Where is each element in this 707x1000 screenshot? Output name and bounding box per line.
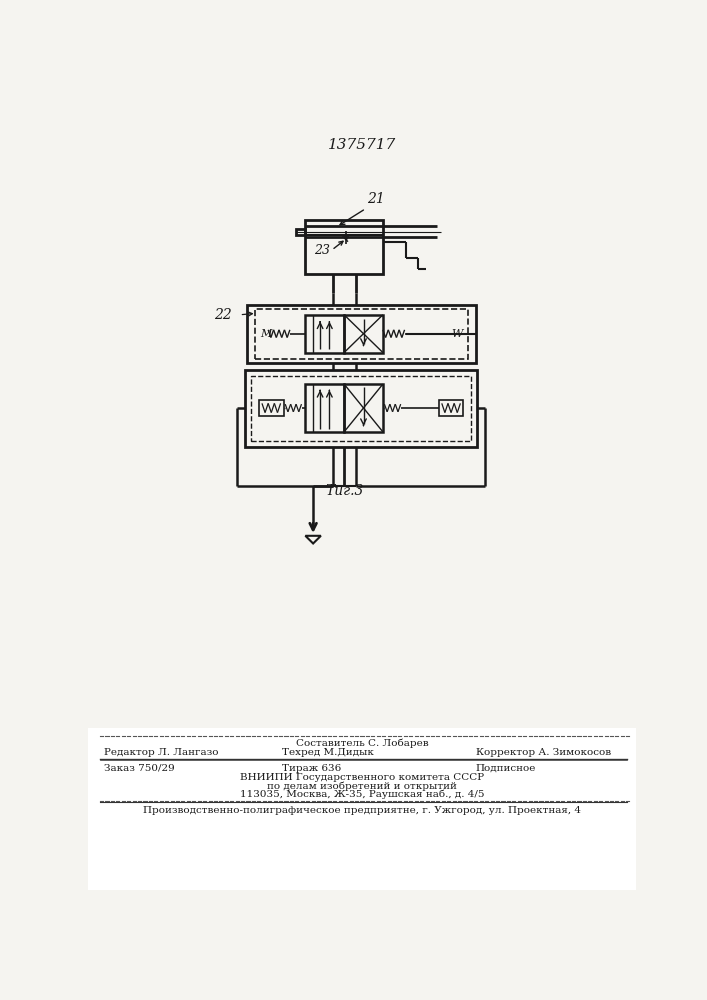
Text: Составитель С. Лобарев: Составитель С. Лобарев bbox=[296, 739, 428, 748]
Text: Корректор А. Зимокосов: Корректор А. Зимокосов bbox=[476, 748, 611, 757]
Bar bbox=[88, 728, 636, 890]
Text: W: W bbox=[451, 329, 462, 339]
Text: Тираж 636: Тираж 636 bbox=[282, 764, 341, 773]
Bar bbox=[245, 370, 477, 447]
Text: 1375717: 1375717 bbox=[328, 138, 396, 152]
Text: Заказ 750/29: Заказ 750/29 bbox=[104, 764, 175, 773]
Text: 22: 22 bbox=[214, 308, 232, 322]
Bar bbox=[305, 220, 383, 274]
Bar bbox=[251, 376, 472, 441]
Bar bbox=[438, 400, 464, 416]
Bar bbox=[305, 384, 344, 432]
Text: Подписное: Подписное bbox=[476, 764, 536, 773]
Bar bbox=[344, 315, 383, 353]
Text: 23: 23 bbox=[314, 244, 330, 257]
Text: 113035, Москва, Ж-35, Раушская наб., д. 4/5: 113035, Москва, Ж-35, Раушская наб., д. … bbox=[240, 790, 484, 799]
Bar bbox=[247, 305, 476, 363]
Text: Τиг.3: Τиг.3 bbox=[325, 484, 363, 498]
Text: Производственно-полиграфическое предприятне, г. Ужгород, ул. Проектная, 4: Производственно-полиграфическое предприя… bbox=[143, 806, 581, 815]
Text: по делам изобретений и открытий: по делам изобретений и открытий bbox=[267, 781, 457, 791]
Bar bbox=[344, 384, 383, 432]
Text: ВНИИПИ Государственного комитета СССР: ВНИИПИ Государственного комитета СССР bbox=[240, 773, 484, 782]
Text: Техред М.Дидык: Техред М.Дидык bbox=[282, 748, 374, 757]
Bar bbox=[305, 315, 344, 353]
Bar bbox=[259, 400, 284, 416]
Bar bbox=[296, 229, 305, 235]
Text: Редактор Л. Лангазо: Редактор Л. Лангазо bbox=[104, 748, 218, 757]
Bar bbox=[255, 309, 468, 359]
Text: M: M bbox=[260, 329, 271, 339]
Text: 21: 21 bbox=[368, 192, 385, 206]
